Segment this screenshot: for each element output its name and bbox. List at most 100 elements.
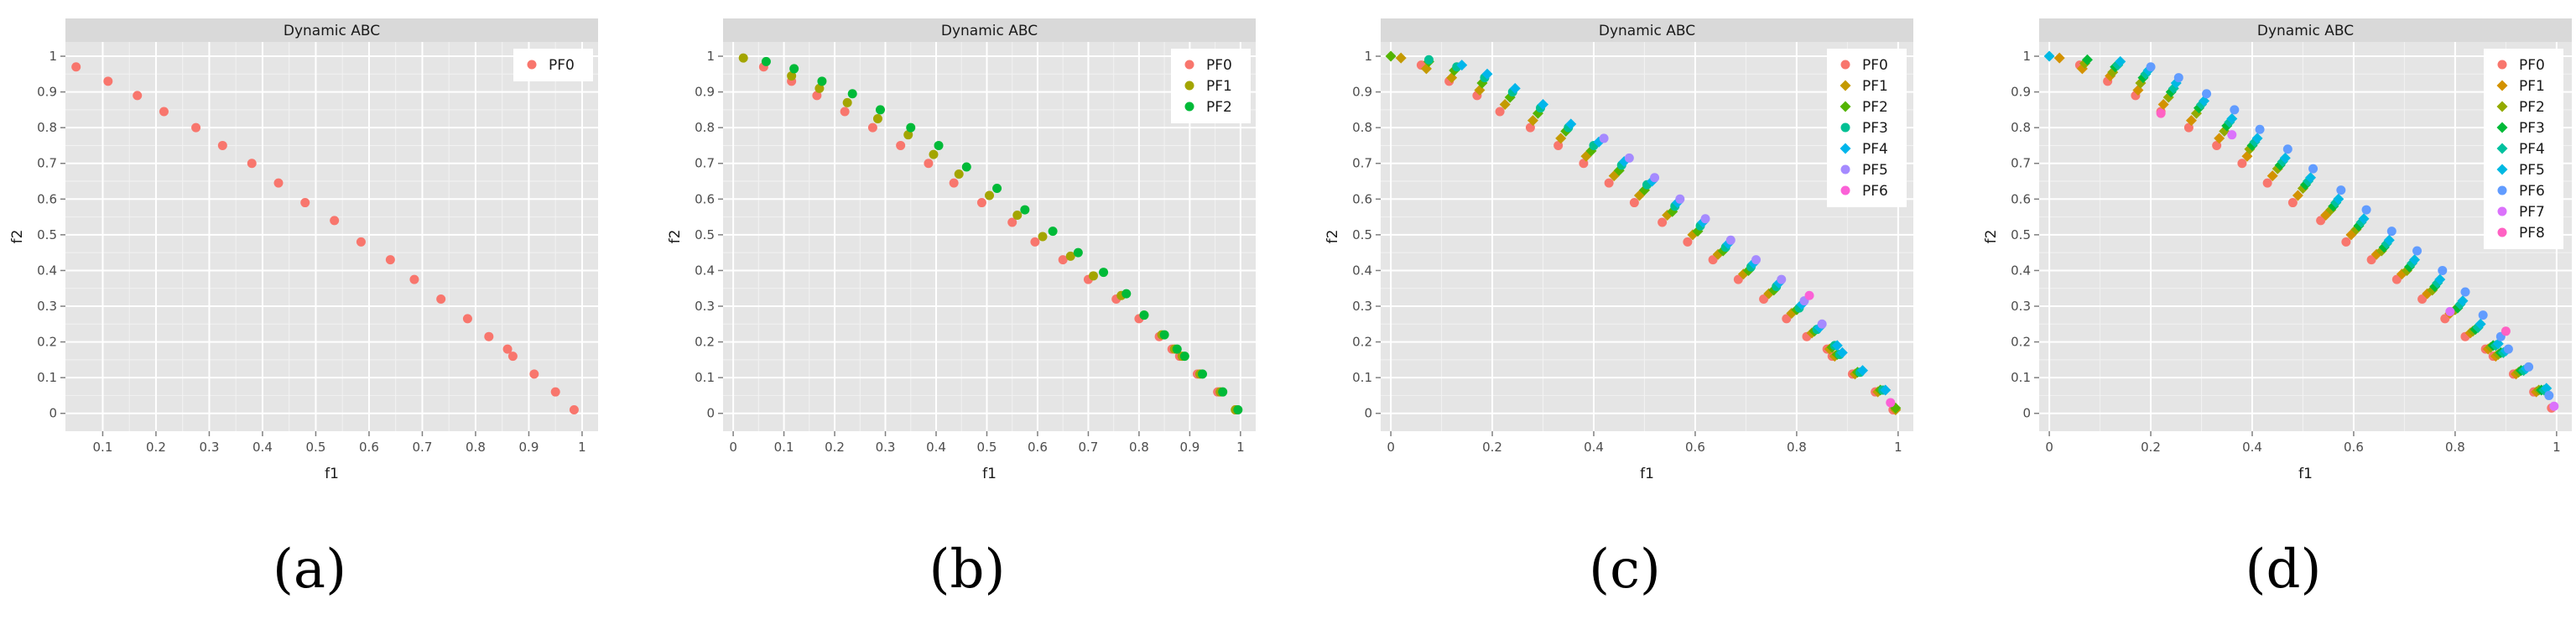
data-point-pf0 [273, 178, 284, 188]
data-point-pf1 [2266, 170, 2278, 182]
data-point-pf2 [817, 76, 827, 86]
data-point-pf0 [550, 387, 560, 397]
y-tick-label: 0 [49, 406, 57, 421]
data-point-pf5 [1700, 214, 1710, 224]
x-axis-title: f1 [982, 466, 997, 482]
data-point-pf1 [903, 130, 913, 140]
x-tick-label: 0.1 [93, 440, 113, 455]
legend-key-pf6 [2497, 185, 2507, 195]
data-point-pf1 [2214, 133, 2225, 144]
panel-caption: (d) [2246, 539, 2322, 601]
data-point-pf2 [961, 162, 971, 172]
legend-key-pf4 [2496, 143, 2508, 154]
legend-label-pf6: PF6 [1862, 183, 1888, 200]
data-point-pf4 [1831, 340, 1843, 352]
legend: PF0 PF1 PF2 PF3 PF4 PF5 PF6 PF7 PF8 [2484, 49, 2563, 249]
data-point-pf1 [872, 114, 882, 124]
data-points [2043, 50, 2559, 413]
data-point-pf5 [2115, 55, 2126, 67]
data-point-pf4 [1857, 365, 1869, 377]
chart-panel-d: Dynamic ABC 0 0.1 0.2 0.3 0.4 0.5 0.6 0.7 0.8 0.9 1… [1983, 18, 2572, 601]
y-tick-label: 0.8 [37, 120, 57, 135]
y-tick-label: 0.9 [37, 85, 57, 100]
legend-label-pf3: PF3 [2519, 120, 2545, 137]
data-point-pf5 [2383, 234, 2395, 246]
gridlines [723, 42, 1256, 431]
x-tick-label: 0.5 [977, 440, 997, 455]
data-point-pf6 [2361, 205, 2371, 215]
data-point-pf0 [1629, 198, 1639, 208]
panel-caption: (a) [273, 539, 346, 601]
data-point-pf6 [1886, 398, 1896, 408]
y-tick-label: 0.2 [37, 335, 57, 350]
data-point-pf1 [1395, 52, 1407, 64]
data-point-pf1 [1012, 210, 1023, 220]
y-tick-label: 0.2 [2011, 335, 2031, 350]
x-tick-label: 0.6 [2344, 440, 2364, 455]
x-tick-label: 0.4 [252, 440, 273, 455]
data-point-pf6 [2438, 265, 2448, 275]
legend-key-pf2 [2496, 101, 2508, 112]
data-point-pf6 [2460, 287, 2470, 297]
x-tick-label: 0.4 [926, 440, 946, 455]
data-point-pf1 [2292, 190, 2303, 201]
data-point-pf0 [409, 274, 419, 284]
legend-key-pf1 [1184, 81, 1194, 91]
legend-key-pf3 [2496, 122, 2508, 133]
y-tick-label: 0.7 [2011, 156, 2031, 171]
x-tick-label: 0.6 [1028, 440, 1048, 455]
legend-key-pf6 [1840, 185, 1850, 195]
legend-label-pf2: PF2 [2519, 99, 2545, 116]
y-tick-label: 0.9 [1352, 85, 1372, 100]
facet-strip [65, 18, 598, 42]
x-tick-label: 0.8 [1129, 440, 1149, 455]
y-tick-label: 0.4 [1352, 263, 1372, 278]
data-point-pf0 [2417, 294, 2428, 304]
data-point-pf0 [247, 159, 257, 169]
data-point-pf5 [2279, 152, 2291, 164]
y-tick-label: 0.2 [695, 335, 715, 350]
data-point-pf2 [1198, 369, 1207, 379]
legend-label-pf2: PF2 [1862, 99, 1888, 116]
plot-background [2039, 42, 2572, 431]
data-point-pf1 [954, 169, 964, 180]
legend-label-pf0: PF0 [549, 57, 575, 74]
legend-box [1171, 49, 1251, 123]
x-tick-label: 0.3 [876, 440, 896, 455]
data-point-pf2 [1218, 387, 1228, 397]
x-axis-title: f1 [325, 466, 339, 482]
y-tick-label: 0.4 [2011, 263, 2031, 278]
y-tick-label: 0.6 [1352, 191, 1372, 206]
data-points [738, 53, 1243, 414]
plot-background [1381, 42, 1913, 431]
data-point-pf0 [217, 140, 227, 150]
legend-key-pf0 [2497, 60, 2507, 70]
legend-key-pf0 [1840, 60, 1850, 70]
legend-label-pf0: PF0 [2519, 57, 2545, 74]
data-point-pf2 [1020, 205, 1030, 215]
legend-box [2484, 49, 2563, 249]
y-tick-label: 0.4 [695, 263, 715, 278]
y-tick-label: 0.8 [695, 120, 715, 135]
legend-label-pf4: PF4 [2519, 141, 2545, 158]
x-axis-title: f1 [2298, 466, 2313, 482]
x-tick-label: 0.7 [413, 440, 433, 455]
data-point-pf0 [330, 216, 340, 226]
legend: PF0 PF1 PF2 PF3 PF4 PF5 PF6 [1827, 49, 1907, 207]
data-point-pf0 [1058, 255, 1068, 265]
data-point-pf2 [761, 56, 771, 66]
data-point-pf0 [2341, 237, 2351, 247]
data-point-pf5 [2358, 213, 2370, 225]
data-point-pf6 [2202, 89, 2212, 99]
x-tick-label: 0.2 [825, 440, 845, 455]
data-point-pf2 [789, 64, 799, 74]
data-point-pf2 [906, 122, 916, 133]
x-tick-label: 0.2 [1482, 440, 1502, 455]
data-point-pf1 [1555, 133, 1567, 144]
data-point-pf0 [436, 294, 446, 304]
data-point-pf2 [934, 140, 944, 150]
legend-key-pf1 [2496, 80, 2508, 91]
data-point-pf1 [814, 83, 825, 93]
data-point-pf1 [842, 97, 852, 107]
x-tick-label: 0.6 [1685, 440, 1705, 455]
